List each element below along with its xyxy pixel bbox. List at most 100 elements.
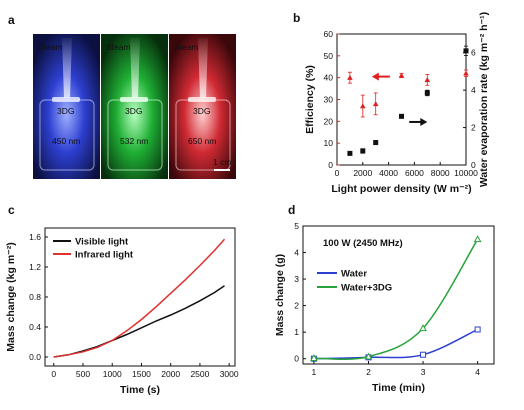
- data-point-water: [420, 351, 427, 358]
- photo-red: Steam 3DG 650 nm 1 cm: [169, 34, 236, 179]
- x-tick-label: 3: [421, 367, 426, 377]
- photo-blue: Steam 3DG 450 nm: [33, 34, 100, 179]
- y-axis-title: Mass change (g): [274, 254, 286, 336]
- x-tick-label: 6000: [405, 168, 424, 178]
- wavelength-label-red: 650 nm: [188, 136, 216, 146]
- panel-label-b: b: [293, 11, 300, 25]
- steam-plume-red: [198, 38, 208, 98]
- condition-annotation: 100 W (2450 MHz): [323, 238, 403, 249]
- wavelength-label-green: 532 nm: [120, 136, 148, 146]
- y-tick-label: 0.4: [29, 322, 41, 332]
- y-tick-label: 3: [294, 274, 299, 284]
- evaporation-rate-point: [399, 113, 404, 119]
- y-right-tick-label: 0: [471, 160, 476, 170]
- evaporation-rate-point: [373, 140, 379, 146]
- steam-plume-green: [130, 38, 140, 98]
- y-tick-label: 1.6: [29, 232, 41, 242]
- x-tick-label: 4000: [379, 168, 398, 178]
- y-tick-label: 0.8: [29, 292, 41, 302]
- plot-frame: [302, 225, 495, 365]
- data-point-water-3dg: [310, 354, 318, 362]
- y-left-tick-label: 30: [324, 95, 334, 105]
- data-point-water-3dg: [419, 324, 427, 332]
- efficiency-point: [372, 101, 379, 107]
- y-left-tick-label: 20: [324, 116, 334, 126]
- axis-arrow-head: [420, 117, 428, 126]
- x-tick-label: 1500: [132, 369, 151, 379]
- panel-a-photographs: Steam 3DG 450 nm Steam 3DG 532 nm Steam …: [33, 34, 236, 179]
- evaporation-rate-point: [463, 48, 469, 54]
- x-axis-title: Light power density (W m⁻²): [331, 183, 471, 195]
- efficiency-point: [347, 74, 353, 80]
- legend-label: Infrared light: [75, 250, 134, 261]
- plot-frame: [336, 33, 467, 166]
- y-left-tick-label: 50: [324, 51, 334, 61]
- x-tick-label: 10000: [454, 168, 478, 178]
- sample-label-red: 3DG: [193, 106, 210, 116]
- sample-disc-red: [188, 97, 216, 102]
- panel-label-a: a: [8, 13, 15, 27]
- sample-disc-blue: [52, 97, 80, 102]
- wavelength-label-blue: 450 nm: [52, 136, 80, 146]
- chart-c: 0 500 1000 1500 2000 2500 3000 0.0 0.4 0.8 1.2 1.6 T…: [5, 227, 239, 396]
- series-line-visible-light: [53, 285, 225, 358]
- chart-d: 1 2 3 4 0 1 2 3 4 5 Time (min) Mass change (g) 100 W…: [274, 221, 495, 394]
- data-point-water-3dg: [473, 235, 482, 243]
- photo-green: Steam 3DG 532 nm: [101, 34, 168, 179]
- x-tick-label: 8000: [431, 168, 450, 178]
- scale-bar-label: 1 cm: [213, 157, 231, 167]
- evaporation-rate-point: [347, 150, 353, 156]
- steam-label-red: Steam: [174, 42, 199, 52]
- y-tick-label: 1: [294, 327, 299, 337]
- y-axis-title: Mass change (kg m⁻²): [5, 242, 17, 351]
- x-tick-label: 2000: [161, 369, 180, 379]
- legend-label: Water+3DG: [341, 283, 392, 294]
- y-left-tick-label: 40: [324, 73, 334, 83]
- steam-plume-blue: [62, 38, 72, 98]
- legend-label: Visible light: [75, 237, 129, 248]
- x-tick-label: 2: [366, 367, 371, 377]
- y-left-tick-label: 0: [328, 160, 333, 170]
- y-left-axis-title: Efficiency (%): [304, 65, 316, 134]
- efficiency-point: [360, 103, 366, 109]
- series-line-water: [313, 328, 478, 360]
- panel-label-d: d: [288, 203, 295, 217]
- sample-disc-green: [120, 97, 148, 102]
- chart-b: 0 2000 4000 6000 8000 1000001020304050600246L…: [304, 12, 490, 195]
- x-axis-title: Time (min): [372, 382, 425, 394]
- x-tick-label: 500: [76, 369, 90, 379]
- y-tick-label: 1.2: [29, 262, 41, 272]
- evaporation-rate-point: [360, 148, 366, 154]
- efficiency-point: [463, 70, 469, 76]
- x-tick-label: 2000: [353, 168, 372, 178]
- series-line-infrared-light: [53, 238, 226, 358]
- x-tick-label: 2500: [190, 369, 209, 379]
- x-tick-label: 3000: [220, 369, 239, 379]
- x-axis-title: Time (s): [120, 384, 160, 396]
- x-tick-label: 1000: [103, 369, 122, 379]
- y-right-tick-label: 6: [471, 48, 476, 58]
- y-right-axis-title: Water evaporation rate (kg m⁻² h⁻¹): [478, 12, 490, 187]
- efficiency-point: [398, 72, 405, 78]
- sample-label-green: 3DG: [125, 106, 142, 116]
- y-left-tick-label: 10: [324, 138, 334, 148]
- y-tick-label: 2: [294, 301, 299, 311]
- y-tick-label: 0.0: [29, 352, 41, 362]
- steam-label-blue: Steam: [38, 42, 63, 52]
- x-tick-label: 0: [51, 369, 56, 379]
- series-line-water-3dg: [313, 238, 479, 360]
- panel-label-c: c: [8, 203, 15, 217]
- legend-label: Water: [341, 269, 367, 280]
- evaporation-rate-point: [424, 90, 430, 96]
- x-tick-label: 0: [335, 168, 340, 178]
- sample-label-blue: 3DG: [57, 106, 74, 116]
- x-tick-label: 4: [475, 367, 480, 377]
- steam-label-green: Steam: [106, 42, 131, 52]
- y-left-tick-label: 60: [324, 29, 334, 39]
- axis-arrow-head: [371, 72, 379, 81]
- efficiency-point: [424, 77, 431, 83]
- data-point-water-3dg: [364, 352, 373, 360]
- y-tick-label: 5: [294, 221, 299, 231]
- y-right-tick-label: 2: [471, 123, 476, 133]
